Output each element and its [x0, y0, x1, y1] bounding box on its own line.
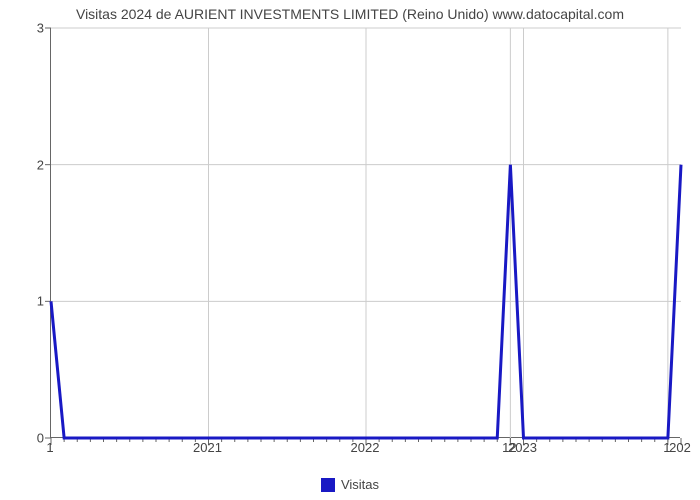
y-major-ticks: [45, 28, 51, 438]
x-tick-label: 2021: [193, 440, 222, 455]
x-tick-label: 2023: [508, 440, 537, 455]
chart-title: Visitas 2024 de AURIENT INVESTMENTS LIMI…: [0, 6, 700, 22]
y-tick-label: 2: [4, 157, 44, 172]
grid-vertical: [209, 28, 668, 438]
legend-swatch: [321, 478, 335, 492]
chart-svg: [51, 28, 681, 438]
y-tick-label: 0: [4, 431, 44, 446]
y-tick-label: 1: [4, 294, 44, 309]
x-tick-label: 1: [46, 440, 53, 455]
legend-label: Visitas: [341, 477, 379, 492]
x-tick-label: 2022: [351, 440, 380, 455]
plot-area: [50, 28, 680, 438]
legend: Visitas: [0, 476, 700, 492]
chart-container: Visitas 2024 de AURIENT INVESTMENTS LIMI…: [0, 0, 700, 500]
x-tick-label: 202: [669, 440, 691, 455]
y-tick-label: 3: [4, 21, 44, 36]
